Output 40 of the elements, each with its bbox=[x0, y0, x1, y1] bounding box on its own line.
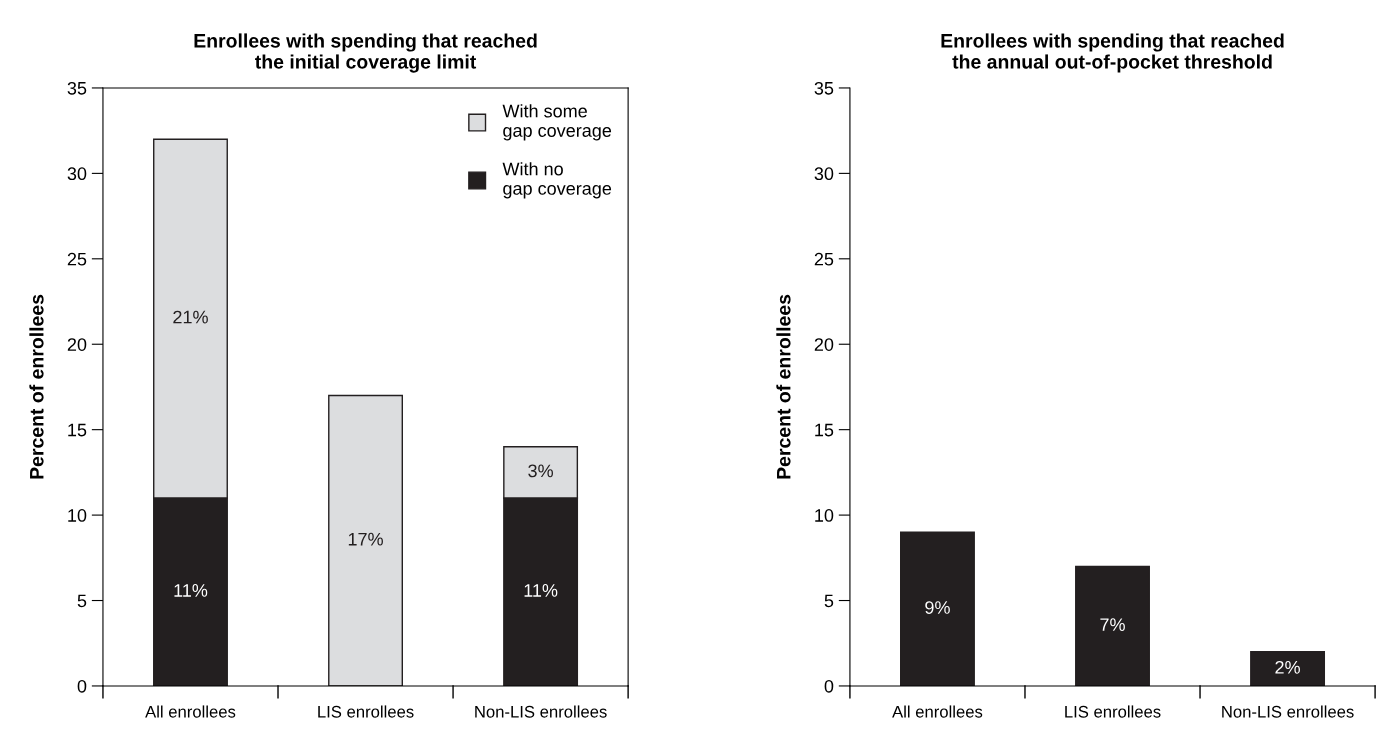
y-tick-label: 25 bbox=[67, 252, 87, 266]
x-tick-label: All enrollees bbox=[892, 705, 983, 718]
data-label: 2% bbox=[1275, 660, 1300, 674]
x-tick-label: Non-LIS enrollees bbox=[1222, 705, 1354, 718]
x-tick-label: LIS enrollees bbox=[318, 705, 414, 718]
y-tick-label: 10 bbox=[815, 509, 834, 522]
chart-title: Enrollees with spending that reached the initial coverage limit bbox=[194, 33, 537, 73]
data-label: 7% bbox=[1100, 618, 1125, 631]
data-label: 9% bbox=[925, 601, 950, 614]
chart-title: Enrollees with spending that reached the annual out-of-pocket threshold bbox=[941, 33, 1284, 73]
x-tick-label: Non-LIS enrollees bbox=[475, 705, 607, 718]
data-label: 17% bbox=[348, 532, 383, 546]
bar bbox=[1075, 565, 1150, 686]
bar bbox=[328, 394, 403, 686]
y-tick-label: 15 bbox=[815, 423, 834, 437]
legend-label: With some gap coverage bbox=[502, 104, 612, 141]
y-tick-label: 0 bbox=[824, 679, 834, 693]
y-tick-label: 15 bbox=[68, 423, 87, 437]
legend-label: With no gap coverage bbox=[502, 162, 612, 199]
y-axis-title: Percent of enrollees bbox=[29, 294, 44, 479]
y-tick-label: 0 bbox=[77, 679, 87, 693]
y-tick-label: 30 bbox=[814, 167, 834, 181]
y-tick-label: 10 bbox=[68, 509, 87, 522]
y-tick-label: 5 bbox=[77, 594, 87, 608]
data-label: 21% bbox=[173, 310, 208, 324]
bar bbox=[1250, 651, 1326, 686]
y-tick-label: 30 bbox=[67, 167, 87, 181]
y-tick-label: 5 bbox=[824, 594, 834, 608]
y-tick-label: 20 bbox=[67, 338, 87, 351]
y-tick-label: 35 bbox=[814, 81, 834, 95]
data-label: 11% bbox=[174, 584, 208, 597]
data-label: 3% bbox=[528, 464, 553, 478]
y-tick-label: 25 bbox=[814, 252, 834, 266]
y-axis-title: Percent of enrollees bbox=[776, 294, 791, 479]
data-label: 11% bbox=[524, 584, 558, 597]
bar bbox=[900, 531, 975, 686]
y-tick-label: 20 bbox=[814, 338, 834, 351]
x-tick-label: LIS enrollees bbox=[1065, 705, 1161, 718]
y-tick-label: 35 bbox=[67, 81, 87, 95]
x-tick-label: All enrollees bbox=[145, 705, 236, 718]
